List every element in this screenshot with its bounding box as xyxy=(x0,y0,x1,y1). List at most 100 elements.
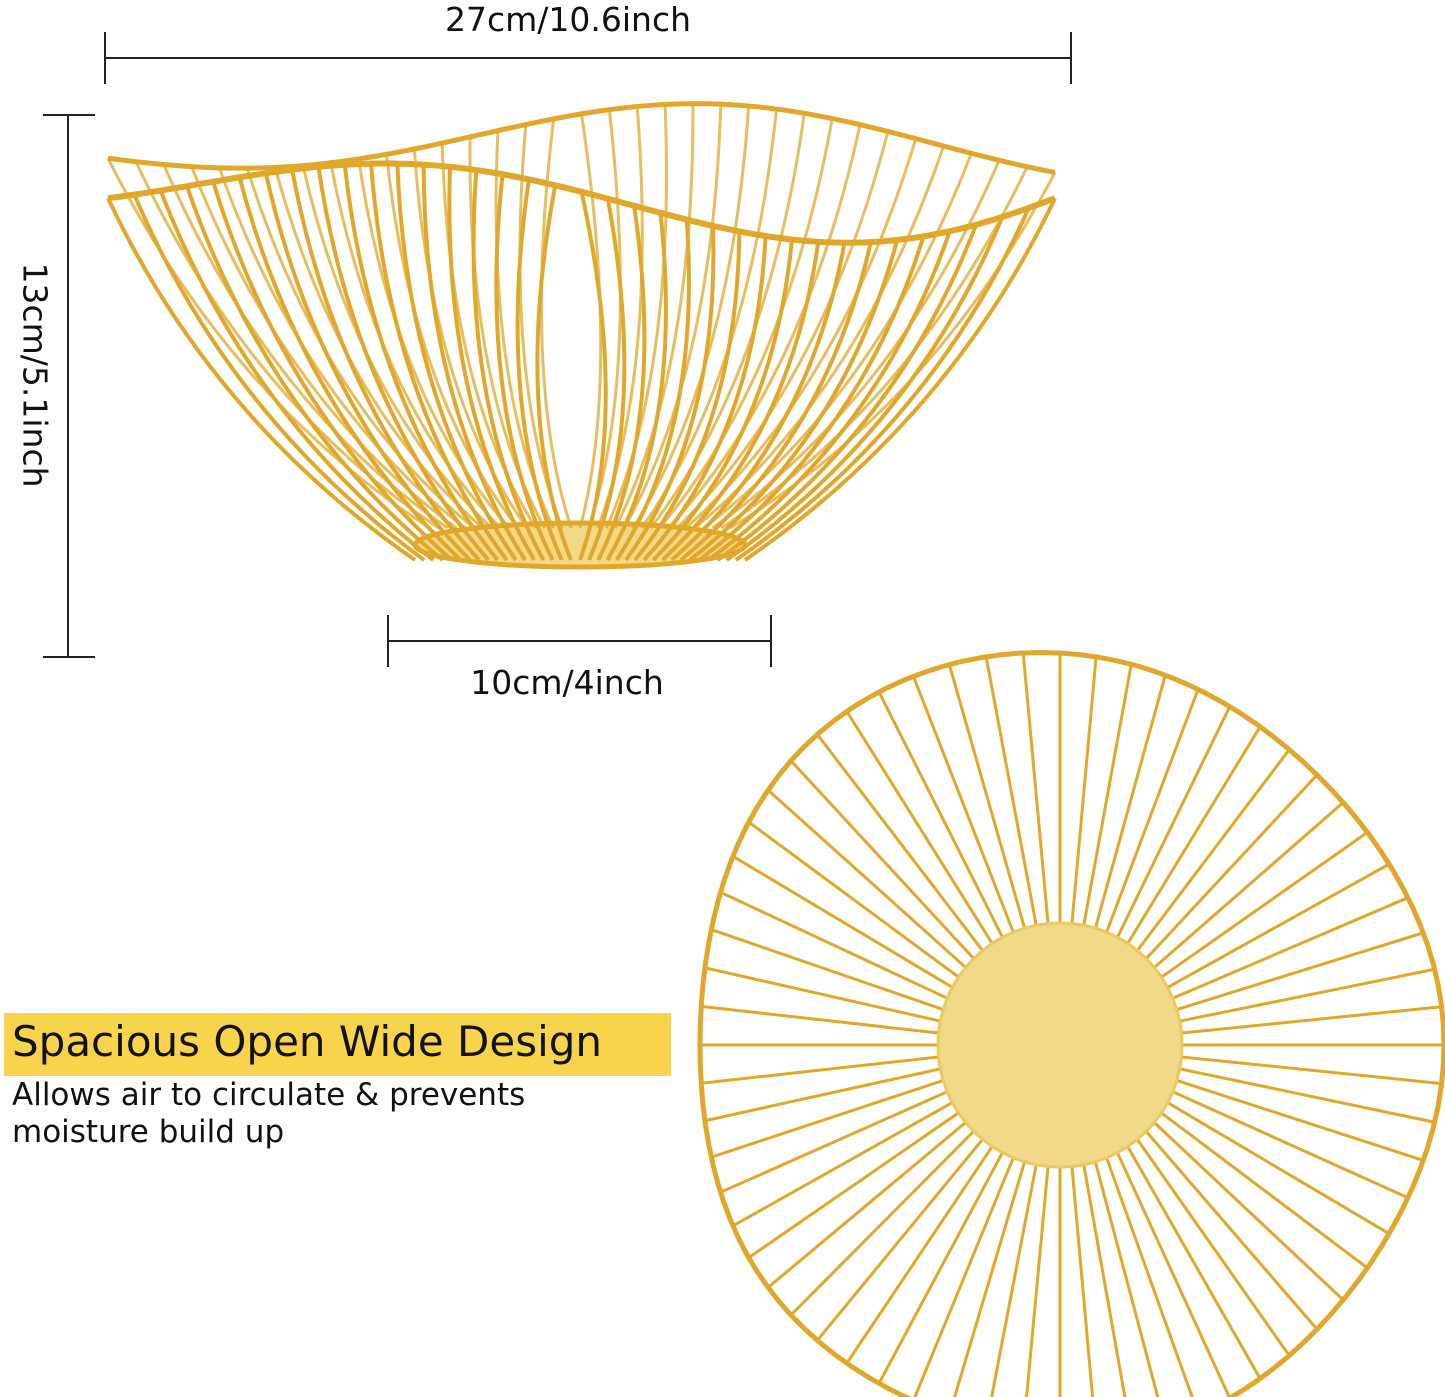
basket-wire xyxy=(605,104,668,529)
basket-spoke xyxy=(816,1136,986,1342)
basket-spoke xyxy=(1104,1155,1194,1397)
basket-wire xyxy=(301,165,493,530)
basket-wire xyxy=(734,207,1031,562)
basket-wire xyxy=(670,242,847,562)
basket-wire xyxy=(614,219,691,562)
basket-wire xyxy=(211,181,453,562)
basket-wire xyxy=(631,105,751,529)
basket-spoke xyxy=(701,1055,941,1085)
basket-spoke xyxy=(1174,1078,1424,1162)
basket-spoke xyxy=(845,1143,995,1365)
basket-wire xyxy=(106,197,417,562)
basket-spoke xyxy=(704,966,943,1024)
basket-spoke xyxy=(1151,801,1345,971)
basket-wire xyxy=(707,230,952,562)
basket-spoke xyxy=(710,1078,946,1159)
basket-spoke xyxy=(912,675,1016,935)
basket-wire xyxy=(716,224,978,562)
basket-spoke xyxy=(1170,896,1409,1001)
basket-wire xyxy=(134,161,440,530)
basket-wire xyxy=(369,163,509,562)
feature-title: Spacious Open Wide Design xyxy=(12,1017,603,1066)
basket-spoke xyxy=(947,664,1027,931)
basket-wire xyxy=(106,157,431,530)
basket-wire xyxy=(421,164,527,562)
basket-spoke xyxy=(1081,1162,1127,1397)
basket-wire xyxy=(290,169,481,562)
basket-spoke xyxy=(1158,831,1369,980)
basket-spoke xyxy=(1170,1089,1409,1200)
dimension-lines xyxy=(43,32,1072,667)
width-dimension-label: 27cm/10.6inch xyxy=(444,0,692,39)
basket-wire xyxy=(661,241,821,562)
basket-spoke xyxy=(1143,773,1319,962)
basket-spoke xyxy=(1179,1055,1442,1086)
basket-spoke xyxy=(1165,1100,1390,1235)
basket-spoke xyxy=(1177,967,1435,1024)
basket-wire xyxy=(395,163,518,562)
basket-wire xyxy=(622,104,723,529)
basket-wire xyxy=(596,205,647,561)
basket-wire xyxy=(535,184,573,561)
basket-wire xyxy=(132,193,426,562)
basket-wire xyxy=(642,235,768,562)
basket-spoke xyxy=(1070,656,1098,926)
basket-wire xyxy=(185,185,444,562)
basket-wire xyxy=(329,162,502,530)
basket-spoke xyxy=(1174,931,1424,1012)
basket-spoke xyxy=(719,1089,950,1194)
basket-spoke xyxy=(732,1100,955,1228)
basket-wire xyxy=(263,172,472,562)
basket-wire xyxy=(494,174,555,561)
base-dimension-label: 10cm/4inch xyxy=(470,663,664,702)
basket-spoke xyxy=(1134,748,1291,954)
basket-wire xyxy=(651,239,794,562)
feature-banner xyxy=(4,1013,671,1076)
basket-wire xyxy=(385,154,520,529)
basket-wire xyxy=(316,166,490,562)
basket-spoke xyxy=(789,759,977,962)
basket-spoke xyxy=(877,1150,1005,1385)
basket-spoke xyxy=(1025,1164,1050,1397)
basket-wire xyxy=(624,225,716,562)
basket-spoke xyxy=(1093,674,1167,931)
basket-spoke xyxy=(845,710,995,947)
basket-wire xyxy=(245,167,476,530)
basket-side-view xyxy=(106,101,1057,570)
basket-wire xyxy=(515,179,564,561)
basket-spoke xyxy=(1165,862,1390,990)
basket-top-view xyxy=(697,649,1445,1397)
basket-wire xyxy=(578,113,603,529)
basket-wire xyxy=(539,118,573,529)
basket-wire xyxy=(658,118,834,529)
basket-spoke xyxy=(701,1004,941,1035)
basket-wire xyxy=(471,169,546,561)
basket-wire xyxy=(587,198,627,561)
basket-spoke xyxy=(1093,1159,1160,1397)
basket-spoke xyxy=(953,1159,1027,1397)
basket-spoke xyxy=(747,820,962,980)
basket-wire xyxy=(667,124,862,530)
basket-spoke xyxy=(704,1066,943,1123)
height-dimension-label: 13cm/5.1inch xyxy=(15,262,55,488)
basket-rim xyxy=(107,101,1056,175)
basket-spoke xyxy=(1134,1136,1291,1357)
basket-base-disc xyxy=(936,921,1184,1169)
basket-wire xyxy=(697,235,926,562)
basket-wire xyxy=(679,241,873,562)
basket-wire xyxy=(688,239,900,562)
basket-wire xyxy=(162,163,449,530)
basket-spoke xyxy=(710,928,946,1012)
basket-spoke xyxy=(767,788,969,970)
basket-wire xyxy=(743,197,1057,562)
basket-wire xyxy=(633,231,742,562)
basket-spoke xyxy=(1125,1144,1262,1380)
basket-wire xyxy=(587,109,622,529)
basket-spoke xyxy=(1021,652,1050,926)
basket-spoke xyxy=(1143,1128,1319,1331)
basket-spoke xyxy=(1177,1066,1435,1124)
basket-spoke xyxy=(1081,664,1133,928)
basket-wire xyxy=(613,103,695,529)
